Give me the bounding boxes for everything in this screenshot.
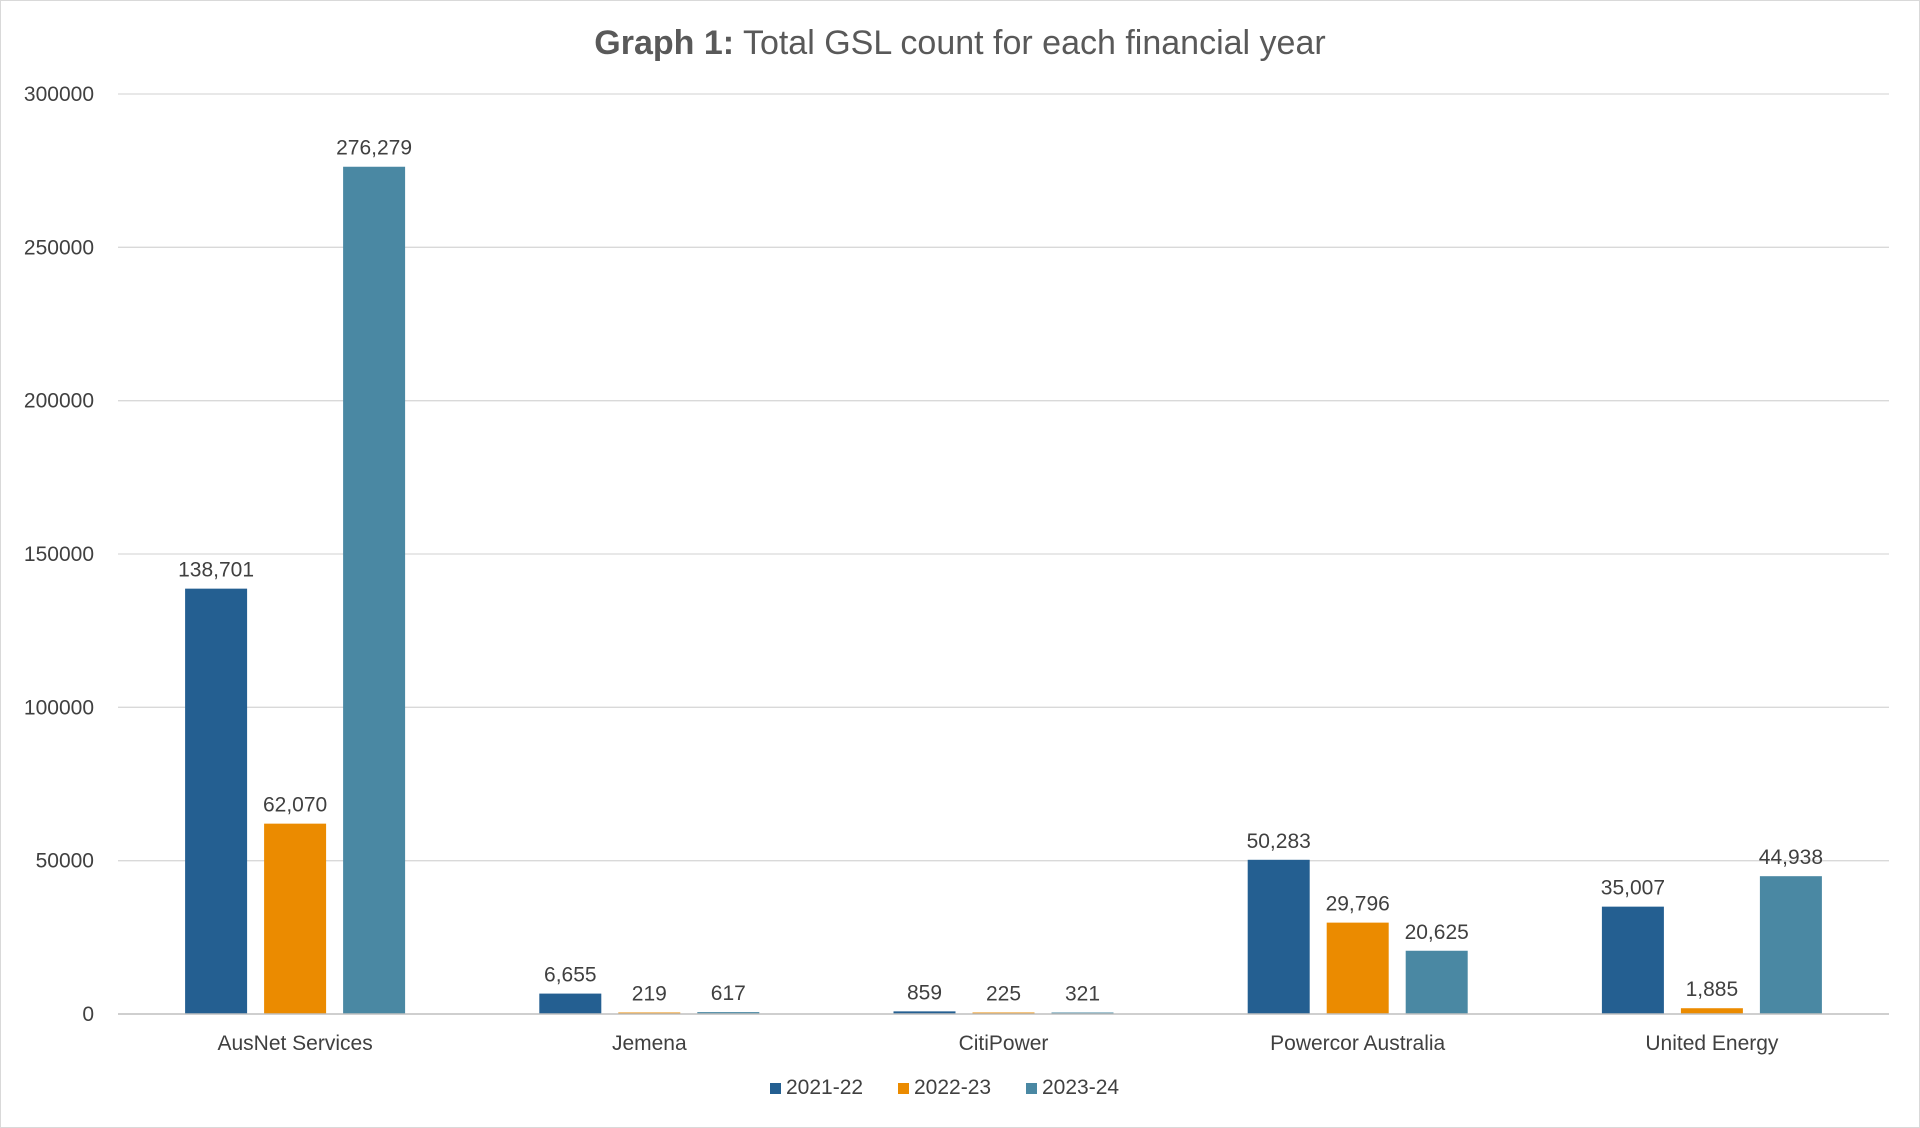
- data-label: 617: [711, 982, 746, 1005]
- data-label: 62,070: [263, 794, 327, 817]
- bar: [1759, 876, 1822, 1014]
- data-label: 276,279: [336, 137, 412, 160]
- x-category-label: Jemena: [612, 1032, 687, 1055]
- data-label: 138,701: [178, 559, 254, 582]
- bar: [1680, 1008, 1743, 1014]
- data-label: 321: [1065, 983, 1100, 1006]
- gridlines: [118, 93, 1889, 862]
- y-tick-label: 0: [82, 1003, 94, 1026]
- legend-swatch: [898, 1083, 909, 1094]
- bars: [185, 166, 1822, 1015]
- bar: [1405, 950, 1468, 1014]
- x-category-label: Powercor Australia: [1270, 1032, 1445, 1055]
- bar: [1326, 922, 1389, 1014]
- data-label: 219: [632, 983, 667, 1006]
- y-tick-label: 200000: [24, 390, 94, 413]
- legend: 2021-22 2022-23 2023-24: [770, 1076, 1119, 1099]
- bar: [539, 993, 602, 1014]
- data-label: 50,283: [1247, 830, 1311, 853]
- x-axis-categories: AusNet Services Jemena CitiPower Powercor A…: [217, 1032, 1778, 1055]
- data-labels: 138,701 62,070 276,279 6,655 219 617 859 225 321…: [178, 137, 1823, 1006]
- bar: [264, 823, 327, 1014]
- bar: [1601, 906, 1664, 1014]
- data-label: 6,655: [544, 964, 597, 987]
- x-category-label: AusNet Services: [217, 1032, 372, 1055]
- bar: [185, 588, 248, 1014]
- legend-swatch: [1026, 1083, 1037, 1094]
- y-axis-ticks: 0 50000 100000 150000 200000 250000 300000: [24, 83, 94, 1026]
- data-label: 225: [986, 983, 1021, 1006]
- x-category-label: CitiPower: [959, 1032, 1049, 1055]
- x-category-label: United Energy: [1645, 1032, 1779, 1055]
- y-tick-label: 100000: [24, 696, 94, 719]
- bar: [343, 166, 406, 1015]
- bar: [697, 1012, 760, 1014]
- legend-label: 2023-24: [1042, 1076, 1119, 1099]
- y-tick-label: 50000: [36, 850, 94, 873]
- legend-label: 2022-23: [914, 1076, 991, 1099]
- legend-label: 2021-22: [786, 1076, 863, 1099]
- y-tick-label: 250000: [24, 236, 94, 259]
- chart-title: Graph 1: Total GSL count for each financ…: [594, 24, 1325, 62]
- chart-title-text: Total GSL count for each financial year: [734, 24, 1326, 62]
- bar: [1247, 859, 1310, 1014]
- legend-swatch: [770, 1083, 781, 1094]
- data-label: 1,885: [1686, 978, 1739, 1001]
- data-label: 20,625: [1405, 921, 1469, 944]
- data-label: 35,007: [1601, 877, 1665, 900]
- data-label: 44,938: [1759, 846, 1823, 869]
- bar: [893, 1011, 956, 1014]
- chart-title-bold: Graph 1:: [594, 24, 734, 62]
- data-label: 859: [907, 981, 942, 1004]
- data-label: 29,796: [1326, 893, 1390, 916]
- y-tick-label: 300000: [24, 83, 94, 106]
- y-tick-label: 150000: [24, 543, 94, 566]
